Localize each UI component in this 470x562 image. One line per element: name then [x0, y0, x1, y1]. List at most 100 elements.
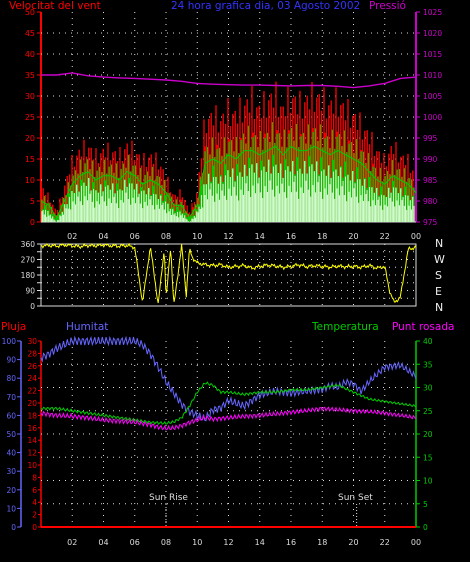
bottom-x-tick-label: 06 [130, 538, 140, 547]
direction-y-tick-label: 180 [21, 271, 36, 280]
wind-x-tick-label: 00 [411, 232, 421, 241]
wind-y-tick-label: 40 [25, 50, 35, 59]
humidity-y-tick-label: 100 [2, 337, 17, 346]
bottom-x-tick-label: 04 [98, 538, 108, 547]
wind-y-tick-label: 10 [25, 176, 35, 185]
wind-x-tick-label: 14 [255, 232, 265, 241]
pluja-y-tick-label: 22 [27, 387, 37, 396]
wind-x-tick-label: 06 [130, 232, 140, 241]
direction-y-tick-label: 270 [21, 256, 36, 265]
pressure-y-tick-label: 990 [423, 155, 438, 164]
humidity-line [40, 335, 417, 422]
bottom-x-tick-label: 00 [411, 538, 421, 547]
pressure-y-tick-label: 1000 [423, 113, 442, 122]
wind-y-tick-label: 20 [25, 134, 35, 143]
pressure-y-tick-label: 1010 [423, 71, 442, 80]
bottom-x-tick-label: 02 [67, 538, 77, 547]
bottom-x-tick-label: 14 [255, 538, 265, 547]
bottom-x-tick-label: 16 [286, 538, 296, 547]
compass-w: W [434, 253, 445, 266]
temperature-y-tick-label: 5 [423, 500, 428, 509]
wind-x-tick-label: 04 [98, 232, 108, 241]
direction-line [40, 242, 417, 304]
wind-x-tick-label: 20 [348, 232, 358, 241]
humidity-y-tick-label: 50 [6, 430, 16, 439]
wind-y-tick-label: 35 [25, 71, 35, 80]
temperatura-label: Temperatura [312, 321, 379, 333]
pluja-y-tick-label: 26 [27, 362, 37, 371]
temperature-y-tick-label: 0 [423, 523, 428, 532]
humidity-y-tick-label: 70 [6, 393, 16, 402]
compass-n-top: N [435, 237, 444, 250]
wind-x-tick-label: 02 [67, 232, 77, 241]
wind-x-tick-label: 22 [380, 232, 390, 241]
pluja-y-tick-label: 0 [32, 523, 37, 532]
temperature-y-tick-label: 40 [423, 337, 433, 346]
humidity-y-tick-label: 0 [11, 523, 16, 532]
temperature-y-tick-label: 25 [423, 407, 433, 416]
pluja-y-tick-label: 10 [27, 461, 37, 470]
sunrise-label: Sun Rise [149, 493, 188, 503]
punt-rosada-label: Punt rosada [392, 321, 455, 333]
wind-x-tick-label: 16 [286, 232, 296, 241]
humidity-y-tick-label: 10 [6, 504, 16, 513]
direction-y-tick-label: 90 [25, 287, 35, 296]
wind-x-tick-label: 12 [223, 232, 233, 241]
temperature-line [40, 381, 417, 425]
wind-x-tick-label: 10 [192, 232, 202, 241]
pressure-y-tick-label: 1020 [423, 29, 442, 38]
pluja-y-tick-label: 24 [27, 374, 37, 383]
compass-n-bottom: N [435, 301, 444, 314]
bottom-x-tick-label: 08 [161, 538, 171, 547]
bottom-x-tick-label: 22 [380, 538, 390, 547]
humidity-y-tick-label: 90 [6, 356, 16, 365]
pressure-line [41, 72, 417, 89]
pressure-y-tick-label: 995 [423, 134, 438, 143]
humidity-y-tick-label: 40 [6, 449, 16, 458]
pluja-y-tick-label: 8 [32, 473, 37, 482]
wind-speed-label: Velocitat del vent [9, 0, 101, 12]
wind-y-tick-label: 0 [30, 218, 35, 227]
pluja-y-tick-label: 28 [27, 349, 37, 358]
humidity-y-tick-label: 80 [6, 374, 16, 383]
wind-y-tick-label: 15 [25, 155, 35, 164]
humidity-y-tick-label: 20 [6, 486, 16, 495]
pluja-y-tick-label: 16 [27, 424, 37, 433]
pluja-y-tick-label: 6 [32, 486, 37, 495]
pressure-y-tick-label: 1015 [423, 50, 442, 59]
compass-s: S [435, 269, 442, 282]
wind-avg-line [40, 145, 417, 219]
bottom-x-tick-label: 18 [317, 538, 327, 547]
wind-y-tick-label: 50 [25, 8, 35, 17]
pressure-y-tick-label: 1005 [423, 92, 442, 101]
wind-x-tick-label: 18 [317, 232, 327, 241]
wind-y-tick-label: 45 [25, 29, 35, 38]
humidity-y-tick-label: 30 [6, 467, 16, 476]
pressure-y-tick-label: 985 [423, 176, 438, 185]
chart-title: 24 hora grafica dia, 03 Agosto 2002 [171, 0, 361, 12]
bottom-x-tick-label: 10 [192, 538, 202, 547]
wind-x-tick-label: 08 [161, 232, 171, 241]
humitat-label: Humitat [66, 321, 109, 333]
temperature-y-tick-label: 35 [423, 360, 433, 369]
wind-y-tick-label: 5 [30, 197, 35, 206]
pluja-y-tick-label: 12 [27, 449, 37, 458]
direction-y-tick-label: 360 [21, 240, 36, 249]
pressure-y-tick-label: 1025 [423, 8, 442, 17]
temperature-y-tick-label: 10 [423, 477, 433, 486]
temperature-y-tick-label: 20 [423, 430, 433, 439]
pressure-label: Pressió [369, 0, 406, 12]
temperature-y-tick-label: 30 [423, 384, 433, 393]
humidity-y-tick-label: 60 [6, 411, 16, 420]
bottom-x-tick-label: 20 [348, 538, 358, 547]
compass-e: E [435, 285, 442, 298]
dewpoint-line [40, 406, 417, 431]
pressure-y-tick-label: 975 [423, 218, 438, 227]
pluja-y-tick-label: 18 [27, 411, 37, 420]
pluja-y-tick-label: 4 [32, 498, 37, 507]
wind-y-tick-label: 25 [25, 113, 35, 122]
pluja-y-tick-label: 30 [27, 337, 37, 346]
pluja-y-tick-label: 14 [27, 436, 37, 445]
